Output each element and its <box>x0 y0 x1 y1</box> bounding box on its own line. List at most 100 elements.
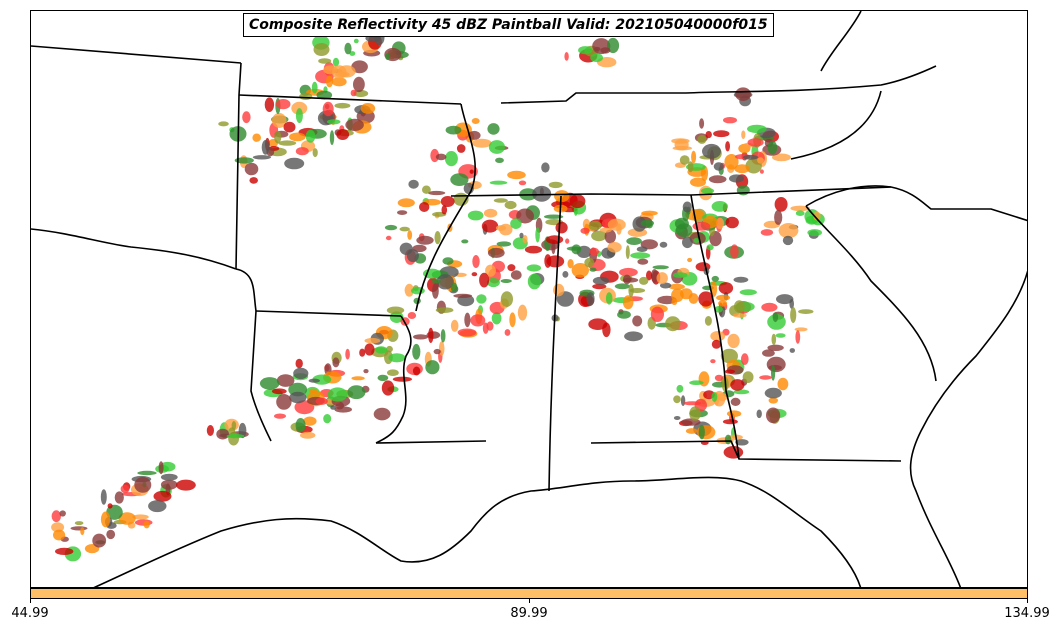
paintball-cell <box>636 246 648 252</box>
paintball-cell <box>330 405 337 410</box>
paintball-cell <box>682 201 692 213</box>
paintball-cell <box>284 157 305 170</box>
paintball-cell <box>278 140 297 146</box>
paintball-cell <box>676 384 684 393</box>
paintball-cell <box>591 230 607 242</box>
paintball-cell <box>106 529 116 540</box>
paintball-cell <box>722 419 738 425</box>
paintball-cell <box>464 312 471 328</box>
paintball-cell <box>600 47 611 54</box>
paintball-cell <box>711 275 719 282</box>
paintball-cell <box>711 339 722 349</box>
paintball-cell <box>428 327 434 343</box>
state-boundaries <box>31 11 1027 587</box>
paintball-cell <box>397 198 415 208</box>
paintball-cell <box>794 327 808 332</box>
paintball-cell <box>641 210 658 216</box>
paintball-cell <box>432 283 439 299</box>
paintball-cell <box>332 65 347 80</box>
paintball-cell <box>472 255 480 268</box>
paintball-cell <box>472 138 492 148</box>
paintball-cell <box>739 289 757 296</box>
paintball-cell <box>607 218 626 231</box>
paintball-cell <box>344 42 352 55</box>
paintball-cell <box>313 43 330 56</box>
paintball-cell <box>659 241 668 248</box>
paintball-cell <box>300 431 316 439</box>
paintball-cell <box>730 244 739 259</box>
paintball-cell <box>716 294 731 301</box>
paintball-cell <box>491 312 502 325</box>
paintball-cell <box>702 143 721 159</box>
paintball-cell <box>510 270 522 280</box>
state-boundary-ks-ne <box>31 45 242 64</box>
paintball-cell <box>351 376 365 381</box>
state-boundary-ky-north <box>500 65 937 104</box>
paintball-cell <box>747 138 764 147</box>
paintball-cell <box>134 477 152 493</box>
paintball-cell <box>218 121 229 127</box>
paintball-cell <box>504 329 511 336</box>
paintball-cell <box>687 161 694 173</box>
paintball-cell <box>347 385 366 400</box>
paintball-cell <box>160 473 178 481</box>
paintball-cell <box>759 169 764 174</box>
paintball-cell <box>323 414 332 424</box>
state-boundary-ok-tx <box>235 268 257 312</box>
paintball-cell <box>698 424 705 440</box>
colorbar <box>30 588 1028 599</box>
paintball-cell <box>153 490 172 502</box>
paintball-cell <box>517 304 528 321</box>
paintball-cell <box>680 395 686 407</box>
paintball-cell <box>499 223 513 236</box>
state-boundary-la <box>250 310 272 442</box>
paintball-cell <box>422 185 431 194</box>
paintball-cell <box>487 123 500 135</box>
paintball-cell <box>546 255 565 268</box>
paintball-cell <box>757 157 764 164</box>
colorbar-tick-mid <box>529 599 530 603</box>
paintball-cell <box>364 343 375 356</box>
paintball-cell <box>353 38 359 44</box>
paintball-cell <box>325 75 334 88</box>
paintball-cell <box>445 125 462 135</box>
paintball-cell <box>397 210 408 216</box>
colorbar-tick-left <box>30 599 31 603</box>
paintball-cell <box>565 238 570 244</box>
colorbar-tick-label-mid: 89.99 <box>510 606 548 621</box>
paintball-cell <box>742 371 754 383</box>
paintball-cell <box>527 273 541 290</box>
paintball-cell <box>735 439 749 446</box>
paintball-cell <box>710 331 726 342</box>
paintball-cell <box>742 154 759 160</box>
paintball-cell <box>544 214 564 219</box>
paintball-cell <box>51 510 61 523</box>
paintball-cell <box>345 118 364 131</box>
paintball-cell <box>100 489 107 505</box>
paintball-cell <box>573 205 578 216</box>
paintball-cell <box>532 185 552 202</box>
paintball-cell <box>331 77 347 87</box>
paintball-cell <box>766 407 781 424</box>
paintball-cell <box>500 291 513 307</box>
paintball-cell <box>578 46 593 55</box>
paintball-cell <box>813 211 821 221</box>
paintball-cell <box>489 180 508 185</box>
paintball-cell <box>700 187 715 194</box>
paintball-cell <box>625 245 630 259</box>
paintball-cell <box>688 293 699 304</box>
paintball-cell <box>80 527 85 536</box>
paintball-cell <box>450 173 469 187</box>
paintball-cell <box>481 219 499 233</box>
paintball-cell <box>710 359 716 364</box>
paintball-cell <box>665 316 681 332</box>
paintball-cell <box>589 247 599 256</box>
paintball-cell <box>519 232 524 239</box>
paintball-cell <box>434 231 441 245</box>
paintball-cell <box>353 76 365 93</box>
paintball-cell <box>807 229 822 237</box>
paintball-cell <box>782 235 794 246</box>
paintball-cell <box>777 377 789 391</box>
state-boundary-ar-south <box>255 310 402 317</box>
paintball-cell <box>327 387 348 402</box>
